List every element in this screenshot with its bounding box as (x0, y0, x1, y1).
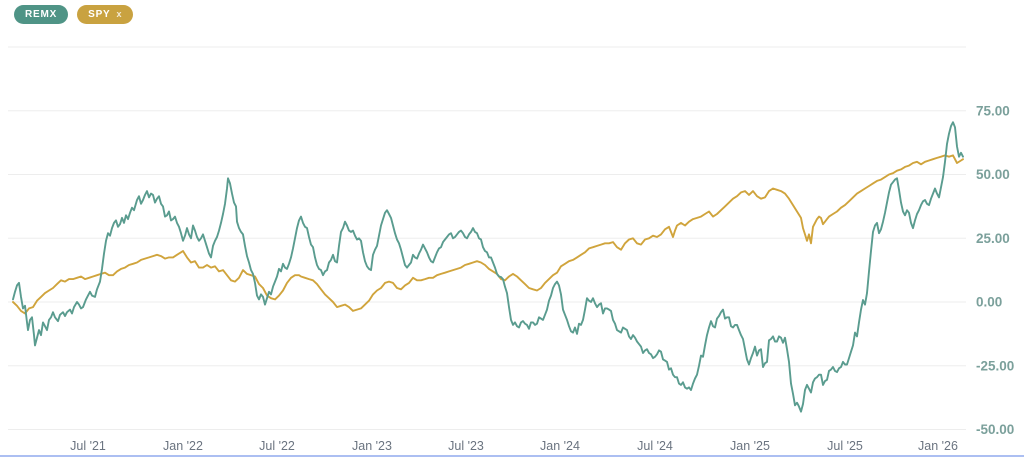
remove-icon[interactable]: x (116, 9, 123, 19)
x-axis-label: Jan '26 (918, 439, 958, 453)
y-axis-label: 25.00 (976, 231, 1010, 246)
legend-chip-spy-label: SPY (88, 9, 111, 20)
y-axis-label: -50.00 (976, 422, 1014, 437)
series-line-spy (12, 154, 964, 315)
x-axis-label: Jul '25 (827, 439, 863, 453)
x-axis-label: Jul '23 (448, 439, 484, 453)
legend-chip-remx[interactable]: REMX (14, 5, 69, 24)
x-axis-label: Jan '23 (352, 439, 392, 453)
legend-chip-remx-label: REMX (25, 9, 58, 20)
x-axis-label: Jan '22 (163, 439, 203, 453)
x-axis-label: Jul '22 (259, 439, 295, 453)
y-axis-label: 50.00 (976, 167, 1010, 182)
y-axis-label: 0.00 (976, 295, 1002, 310)
series-line-remx (12, 121, 964, 413)
y-axis-label: 75.00 (976, 103, 1010, 118)
y-axis-label: -25.00 (976, 358, 1014, 373)
bottom-edge-line (0, 455, 1024, 457)
x-axis-label: Jul '24 (637, 439, 673, 453)
x-axis-label: Jan '25 (730, 439, 770, 453)
x-axis-label: Jul '21 (70, 439, 106, 453)
x-axis-label: Jan '24 (540, 439, 580, 453)
legend-chip-spy[interactable]: SPY x (77, 5, 134, 24)
legend: REMX SPY x (14, 5, 134, 24)
